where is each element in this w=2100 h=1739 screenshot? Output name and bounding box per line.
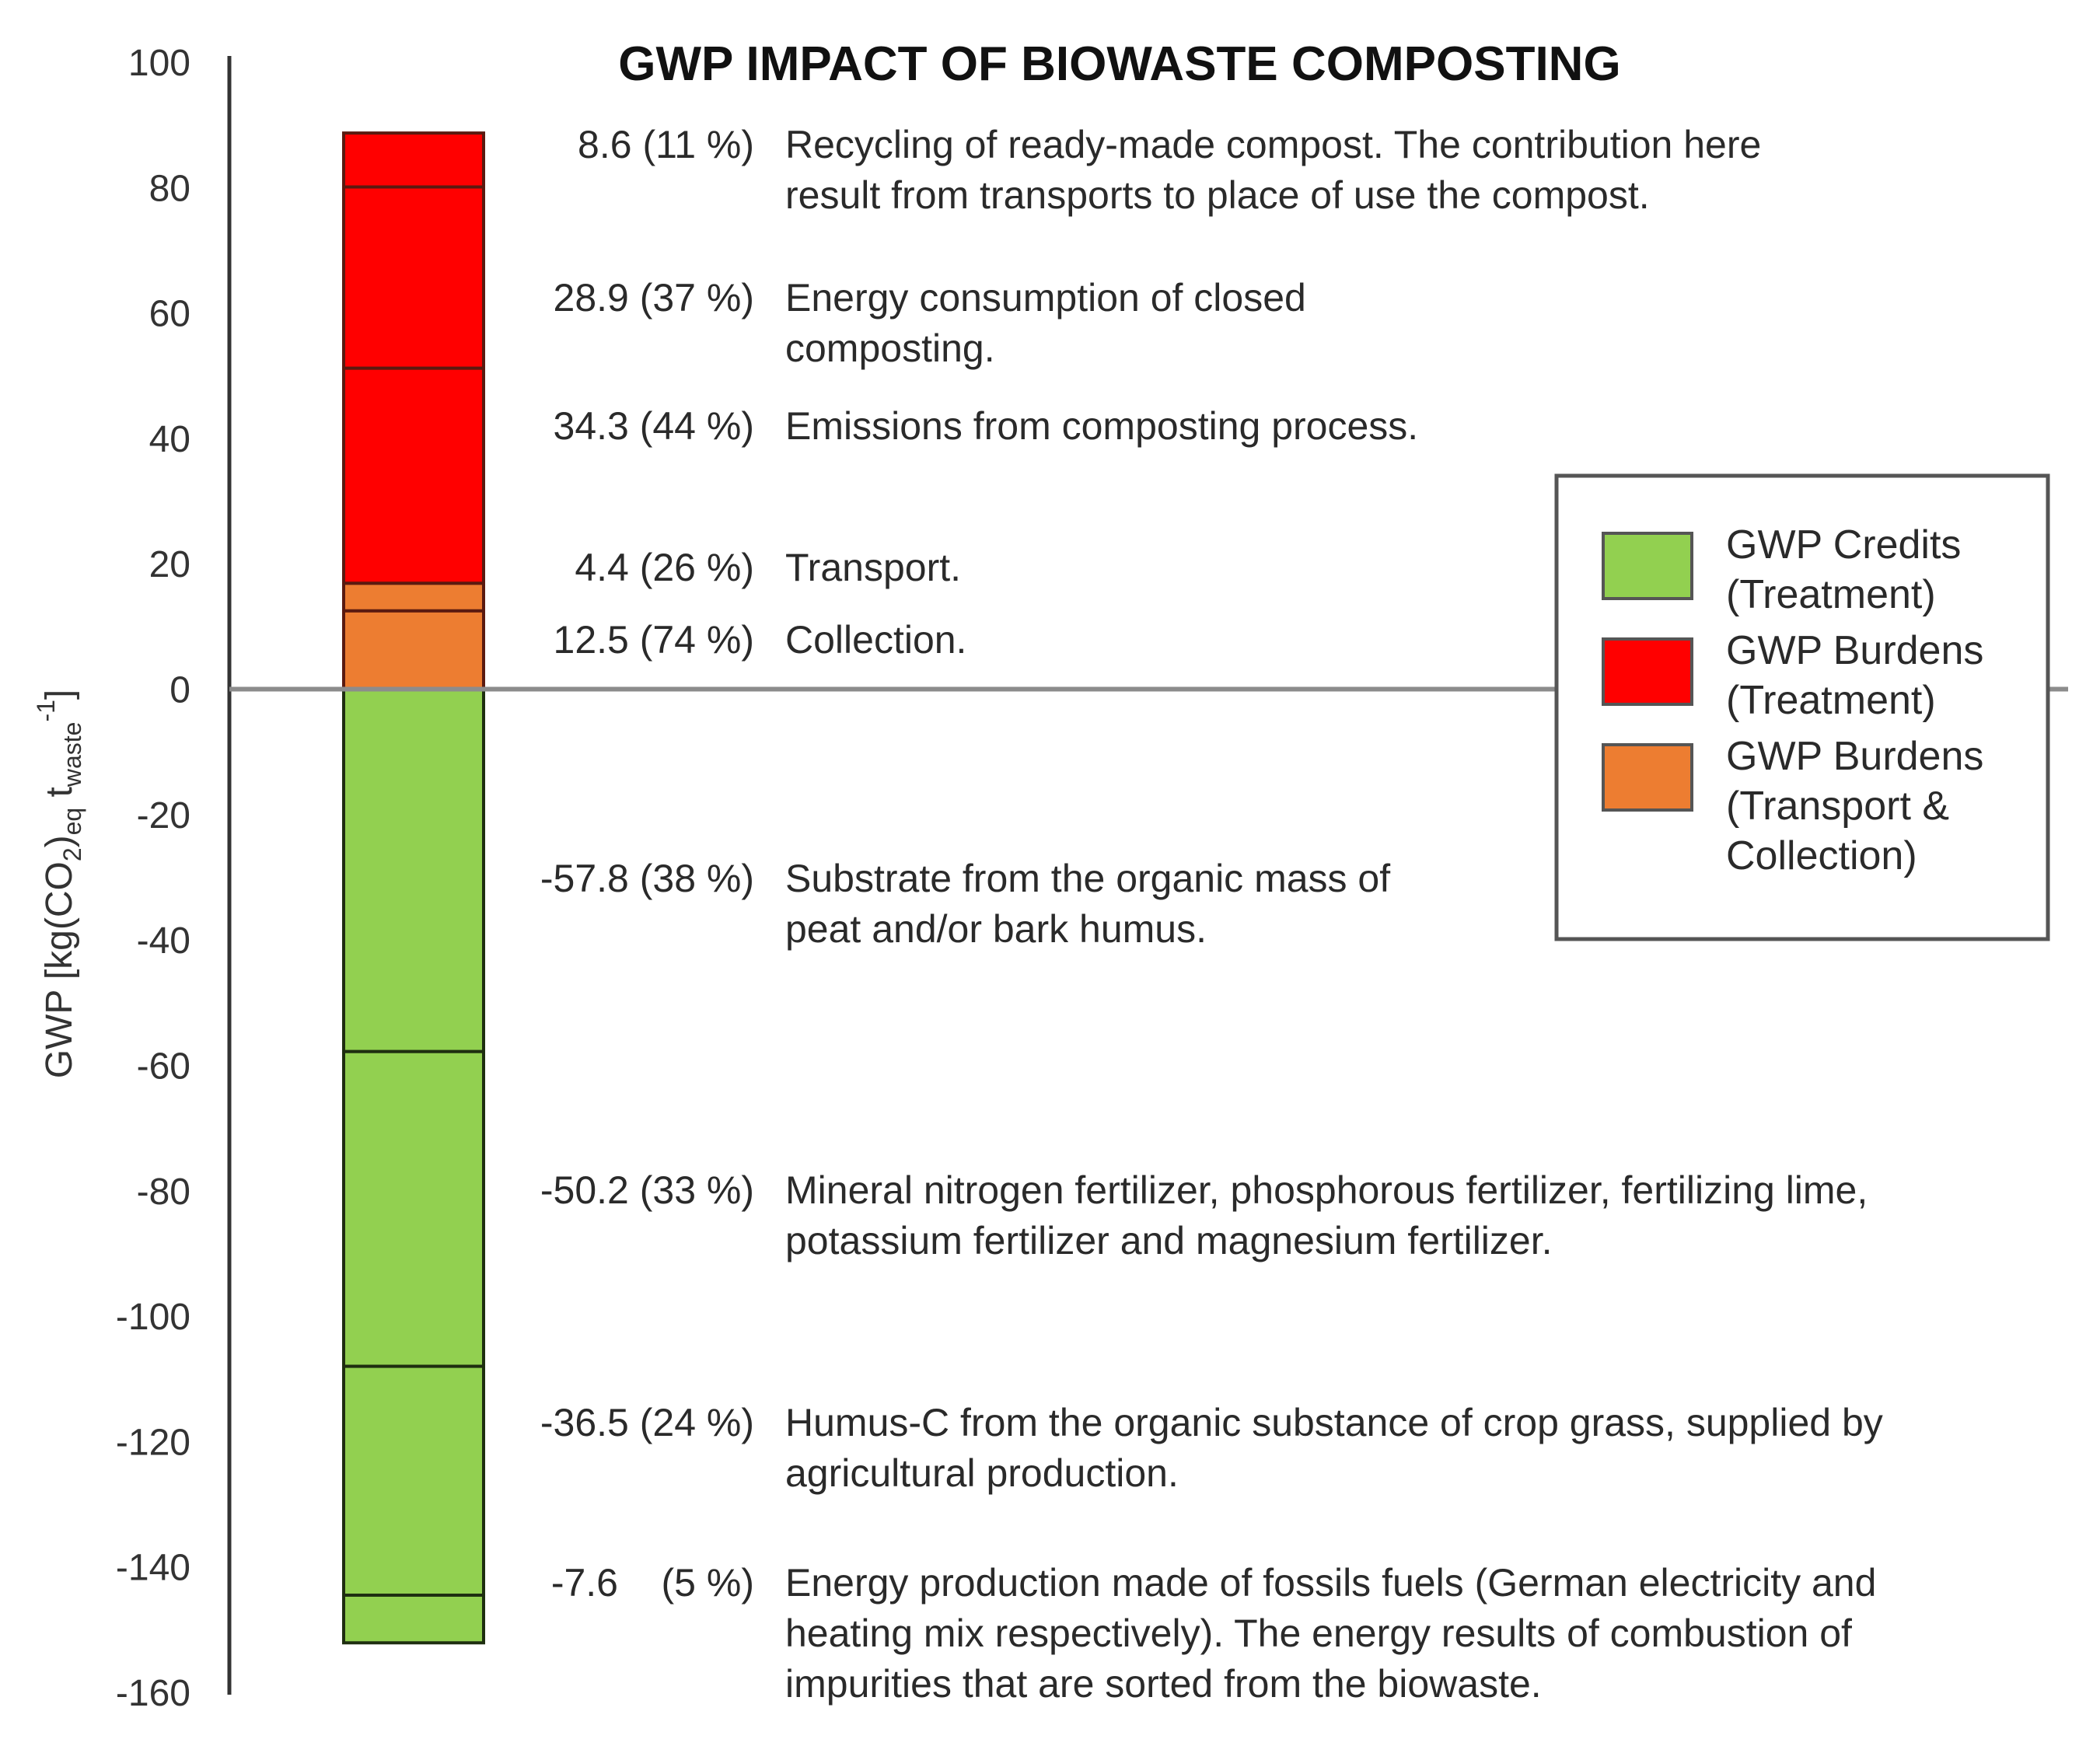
- bar-segment-treatment-burden: [342, 131, 485, 189]
- y-axis: 100 80 60 40 20 0 -20 -40 -60 -80 -100 -120 -140 -160: [116, 43, 232, 1714]
- segment-description: Recycling of ready-made compost. The con…: [785, 123, 1761, 166]
- legend-label: (Transport &: [1726, 784, 1949, 829]
- y-tick-label: -140: [116, 1548, 190, 1589]
- bar-segment-treatment-burden: [342, 366, 485, 585]
- y-tick-label: -60: [137, 1046, 190, 1087]
- segment-value-label: 12.5 (74 %): [554, 618, 754, 662]
- segment-description: Mineral nitrogen fertilizer, phosphorous…: [785, 1168, 1868, 1212]
- segment-labels: 12.5 (74 %) Collection. 4.4 (26 %) Transpor…: [540, 123, 1883, 1706]
- y-tick-label: 0: [169, 670, 190, 711]
- bar-segment-treatment-burden: [342, 185, 485, 370]
- legend-label: Collection): [1726, 833, 1917, 878]
- legend-label: GWP Burdens: [1726, 734, 1983, 779]
- segment-description: impurities that are sorted from the biow…: [785, 1662, 1542, 1706]
- legend-swatch-transport-collection: [1602, 743, 1693, 812]
- y-tick-label: -20: [137, 795, 190, 836]
- segment-description: heating mix respectively). The energy re…: [785, 1612, 1852, 1655]
- segment-description: Collection.: [785, 618, 966, 662]
- segment-value-label: -36.5 (24 %): [540, 1401, 754, 1444]
- segment-value-label: 4.4 (26 %): [575, 546, 754, 589]
- segment-description: peat and/or bark humus.: [785, 907, 1207, 951]
- y-tick-label: 60: [149, 294, 190, 335]
- bar-segment-transport: [342, 581, 485, 613]
- bar-segment-credit: [342, 687, 485, 1053]
- legend-label: GWP Burdens: [1726, 628, 1983, 673]
- legend-swatch-treatment-burden: [1602, 637, 1693, 706]
- segment-description: Transport.: [785, 546, 961, 589]
- legend-label: GWP Credits: [1726, 522, 1961, 567]
- y-tick-label: -80: [137, 1172, 190, 1213]
- bar-segment-credit: [342, 1364, 485, 1597]
- y-tick-label: 100: [128, 43, 190, 84]
- bar-segment-credit: [342, 1593, 485, 1645]
- y-axis-label: GWP [kg(CO2)eq twaste-1]: [32, 690, 86, 1079]
- segment-description: Substrate from the organic mass of: [785, 857, 1390, 900]
- segment-description: composting.: [785, 326, 995, 370]
- segment-value-label: 8.6 (11 %): [578, 123, 754, 166]
- segment-value-label: 34.3 (44 %): [554, 404, 754, 448]
- segment-value-label: -50.2 (33 %): [540, 1168, 754, 1212]
- segment-value-label: 28.9 (37 %): [554, 276, 754, 320]
- y-tick-label: -120: [116, 1422, 190, 1463]
- y-tick-label: 80: [149, 168, 190, 209]
- segment-value-label: -57.8 (38 %): [540, 857, 754, 900]
- legend-label: (Treatment): [1726, 572, 1936, 617]
- legend: GWP Credits (Treatment) GWP Burdens (Treatm…: [1554, 473, 2050, 941]
- segment-description: agricultural production.: [785, 1451, 1179, 1495]
- y-tick-label: 40: [149, 419, 190, 460]
- y-tick-label: 20: [149, 544, 190, 585]
- stacked-bar: [342, 131, 485, 1645]
- chart-title: GWP IMPACT OF BIOWASTE COMPOSTING: [618, 37, 1620, 91]
- bar-segment-credit: [342, 1049, 485, 1368]
- bar-segment-collection: [342, 609, 485, 691]
- y-tick-label: -100: [116, 1297, 190, 1338]
- y-tick-label: -160: [116, 1673, 190, 1714]
- legend-label: (Treatment): [1726, 678, 1936, 723]
- segment-description: result from transports to place of use t…: [785, 173, 1650, 217]
- segment-description: Energy consumption of closed: [785, 276, 1306, 320]
- segment-description: Emissions from composting process.: [785, 404, 1418, 448]
- segment-value-label: -7.6 (5 %): [551, 1561, 754, 1605]
- svg-text:GWP [kg(CO2)eq twaste-1]: GWP [kg(CO2)eq twaste-1]: [32, 690, 86, 1079]
- legend-swatch-credit: [1602, 532, 1693, 600]
- y-tick-label: -40: [137, 920, 190, 962]
- segment-description: potassium fertilizer and magnesium ferti…: [785, 1219, 1553, 1262]
- segment-description: Humus-C from the organic substance of cr…: [785, 1401, 1883, 1444]
- segment-description: Energy production made of fossils fuels …: [785, 1561, 1876, 1605]
